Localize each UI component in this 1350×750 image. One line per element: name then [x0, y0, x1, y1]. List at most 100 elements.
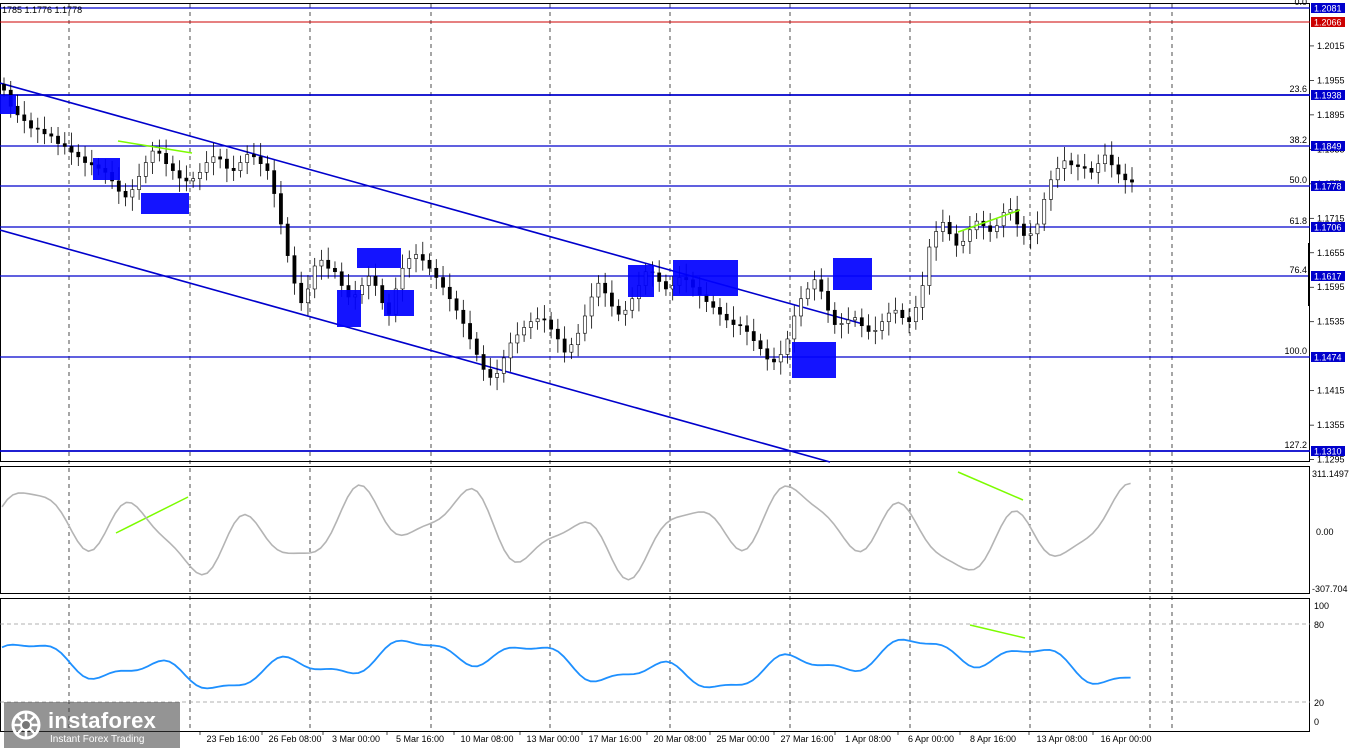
- candle-body: [130, 189, 135, 198]
- candle: [22, 101, 27, 134]
- candle-body: [819, 279, 824, 292]
- candle: [724, 302, 729, 329]
- fib-price-badge: [1311, 352, 1345, 362]
- candle-body: [501, 357, 506, 374]
- candle: [893, 297, 898, 324]
- candle-body: [839, 323, 844, 325]
- fib-labels: 0.0 1.2081 23.6 1.1938 38.2 1.1849 50.0 1.1778 6…: [1284, 0, 1345, 457]
- fib-level-label: 76.4: [1289, 265, 1307, 275]
- pattern-zone: [384, 290, 414, 316]
- candle-body: [623, 309, 628, 315]
- candle: [447, 273, 452, 312]
- candle: [772, 347, 776, 370]
- candle-body: [333, 267, 337, 273]
- pattern-zone: [673, 260, 738, 296]
- candle: [76, 144, 81, 167]
- candle: [664, 274, 668, 296]
- candle-body: [603, 282, 608, 294]
- divergence-line-cci-1: [115, 496, 189, 534]
- price-tick-label: 1.1715: [1317, 213, 1345, 223]
- candle-body: [576, 332, 581, 346]
- candle-body: [1022, 223, 1026, 236]
- candle: [170, 155, 175, 180]
- candle: [29, 112, 33, 138]
- candle: [2, 77, 6, 98]
- candle: [920, 271, 925, 320]
- candle-body: [56, 135, 60, 144]
- candle: [306, 275, 310, 316]
- candle: [89, 149, 94, 176]
- candle-body: [846, 319, 851, 324]
- candle: [292, 246, 297, 295]
- candle-body: [366, 276, 371, 286]
- candle: [846, 307, 851, 334]
- candle-body: [1008, 209, 1013, 213]
- pattern-zone: [0, 95, 16, 114]
- time-tick-label: 1 Apr 08:00: [845, 734, 891, 744]
- candle-body: [947, 222, 952, 235]
- candle: [907, 308, 912, 334]
- fib-level-label: 0.0: [1294, 0, 1307, 7]
- candle: [474, 332, 479, 362]
- candle-body: [224, 158, 229, 169]
- candle-body: [792, 315, 797, 340]
- candle: [508, 332, 513, 372]
- candle: [299, 271, 304, 311]
- candle-body: [197, 172, 202, 179]
- candle-body: [528, 321, 533, 328]
- candle-body: [407, 258, 412, 269]
- candle: [1096, 154, 1101, 184]
- candle-body: [866, 325, 871, 332]
- candle-body: [1042, 199, 1047, 225]
- candle-body: [164, 153, 169, 165]
- price-tick-label: 1.1655: [1317, 248, 1345, 258]
- price-axis: 1.20151.19551.18951.18351.17751.17151.16…: [1310, 41, 1345, 465]
- rsi-indicator: [0, 623, 1310, 703]
- candle: [866, 314, 871, 340]
- pattern-zone: [357, 248, 401, 268]
- candle: [995, 218, 999, 239]
- candle-body: [319, 259, 324, 267]
- candle-body: [758, 340, 763, 350]
- candle-body: [995, 225, 999, 232]
- candle-body: [326, 259, 331, 269]
- candle-body: [1035, 223, 1040, 235]
- candle: [488, 357, 493, 386]
- candle-body: [569, 344, 574, 353]
- candle: [319, 249, 324, 280]
- candle-body: [745, 325, 749, 332]
- candle: [832, 302, 837, 334]
- candle: [589, 283, 594, 329]
- fib-price-badge: [1311, 3, 1345, 13]
- logo-mark-icon: [11, 710, 41, 740]
- candle-body: [940, 222, 945, 232]
- candle-body: [657, 272, 662, 282]
- candle: [596, 275, 601, 307]
- candle: [501, 349, 506, 383]
- rsi-line: [1, 638, 1131, 690]
- candle: [886, 302, 891, 336]
- candle: [407, 250, 412, 278]
- candle: [1001, 203, 1006, 238]
- candle-body: [211, 156, 216, 163]
- pattern-zones: [0, 95, 872, 378]
- fib-level-label: 38.2: [1289, 135, 1307, 145]
- candle-body: [630, 298, 635, 311]
- candle-body: [441, 277, 445, 288]
- candle-body: [272, 170, 277, 194]
- fib-price-badge-text: 1.1849: [1314, 142, 1342, 152]
- candle-body: [826, 290, 830, 311]
- candle: [826, 277, 830, 323]
- price-tick-label: 1.1355: [1317, 420, 1345, 430]
- candle: [623, 301, 628, 326]
- candle-body: [258, 156, 263, 165]
- candle-body: [15, 105, 20, 116]
- candle: [420, 241, 425, 271]
- vertical-grid: [68, 4, 1173, 731]
- candle-body: [83, 156, 87, 163]
- time-tick-label: 3 Mar 00:00: [332, 734, 380, 744]
- divergence-line-price-1: [117, 140, 193, 154]
- candle-body: [414, 254, 418, 259]
- candle: [1130, 167, 1134, 193]
